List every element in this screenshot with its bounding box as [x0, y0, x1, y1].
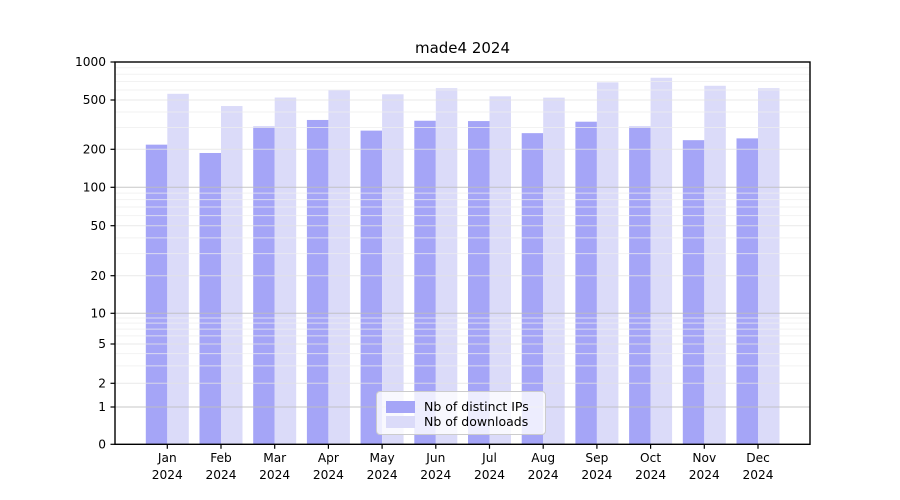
- bar-ips-Sep: [575, 121, 597, 445]
- bar-downloads-Oct: [650, 77, 673, 445]
- bar-downloads-May: [382, 94, 404, 445]
- x-tick-label-year: 2024: [528, 468, 559, 482]
- bar-downloads-Mar: [274, 97, 297, 445]
- bar-downloads-Jan: [167, 93, 189, 445]
- bar-ips-Aug: [521, 133, 544, 445]
- y-tick-label: 1000: [75, 55, 106, 69]
- x-tick-label-year: 2024: [367, 468, 398, 482]
- legend-swatch-downloads-icon: [386, 415, 415, 428]
- x-tick-label-year: 2024: [420, 468, 451, 482]
- y-tick-label: 20: [90, 269, 106, 283]
- x-tick-label-month: Dec: [746, 451, 770, 465]
- legend-item-ips: Nb of distinct IPs: [386, 399, 535, 414]
- x-tick-label-month: Feb: [210, 451, 232, 465]
- y-tick-label: 500: [83, 93, 106, 107]
- bar-ips-Dec: [736, 138, 758, 445]
- x-tick-label-year: 2024: [152, 468, 183, 482]
- bar-ips-Oct: [629, 126, 651, 445]
- bar-downloads-Jun: [435, 88, 458, 445]
- y-tick-label: 200: [83, 143, 106, 157]
- x-tick-label-month: Jun: [425, 451, 445, 465]
- legend-swatch-ips-icon: [386, 400, 415, 413]
- x-tick-label-year: 2024: [742, 468, 773, 482]
- bar-downloads-Dec: [758, 88, 780, 445]
- x-tick-label-month: Apr: [318, 451, 340, 465]
- x-tick-label-year: 2024: [635, 468, 666, 482]
- x-tick-label-month: Jul: [481, 451, 497, 465]
- legend-label-downloads: Nb of downloads: [424, 414, 529, 429]
- x-tick-label-month: Nov: [692, 451, 716, 465]
- bar-ips-Jun: [414, 120, 436, 445]
- y-tick-label: 50: [90, 219, 106, 233]
- bar-downloads-Sep: [596, 82, 619, 445]
- y-tick-label: 2: [98, 377, 106, 391]
- plot-border: [114, 61, 811, 445]
- bar-ips-Apr: [306, 119, 329, 445]
- y-tick-label: 5: [98, 337, 106, 351]
- x-tick-label-month: Sep: [585, 451, 608, 465]
- x-tick-label-month: Jan: [157, 451, 177, 465]
- legend: Nb of distinct IPs Nb of downloads: [376, 391, 546, 435]
- bar-ips-Nov: [682, 140, 705, 445]
- bar-ips-Mar: [253, 126, 275, 445]
- y-tick-label: 10: [90, 307, 106, 321]
- bar-ips-Jul: [468, 121, 490, 445]
- y-tick-label: 100: [83, 181, 106, 195]
- x-tick-label-year: 2024: [581, 468, 612, 482]
- x-tick-label-year: 2024: [259, 468, 290, 482]
- bar-ips-Jan: [145, 144, 168, 445]
- bar-downloads-Apr: [328, 90, 350, 445]
- legend-item-downloads: Nb of downloads: [386, 414, 535, 429]
- bar-downloads-Feb: [221, 106, 243, 445]
- bar-ips-Feb: [199, 152, 221, 445]
- x-tick-label-month: May: [369, 451, 394, 465]
- x-tick-label-year: 2024: [689, 468, 720, 482]
- legend-label-ips: Nb of distinct IPs: [424, 399, 529, 414]
- x-tick-label-year: 2024: [313, 468, 344, 482]
- y-tick-label: 1: [98, 400, 106, 414]
- x-tick-label-year: 2024: [205, 468, 236, 482]
- x-tick-label-month: Aug: [531, 451, 555, 465]
- x-tick-label-month: Mar: [263, 451, 287, 465]
- bar-downloads-Aug: [543, 97, 565, 445]
- bar-downloads-Jul: [489, 96, 511, 445]
- chart-title: made4 2024: [414, 39, 511, 57]
- x-tick-label-year: 2024: [474, 468, 505, 482]
- y-tick-label: 0: [98, 438, 106, 452]
- bar-downloads-Nov: [704, 85, 726, 445]
- x-tick-label-month: Oct: [640, 451, 661, 465]
